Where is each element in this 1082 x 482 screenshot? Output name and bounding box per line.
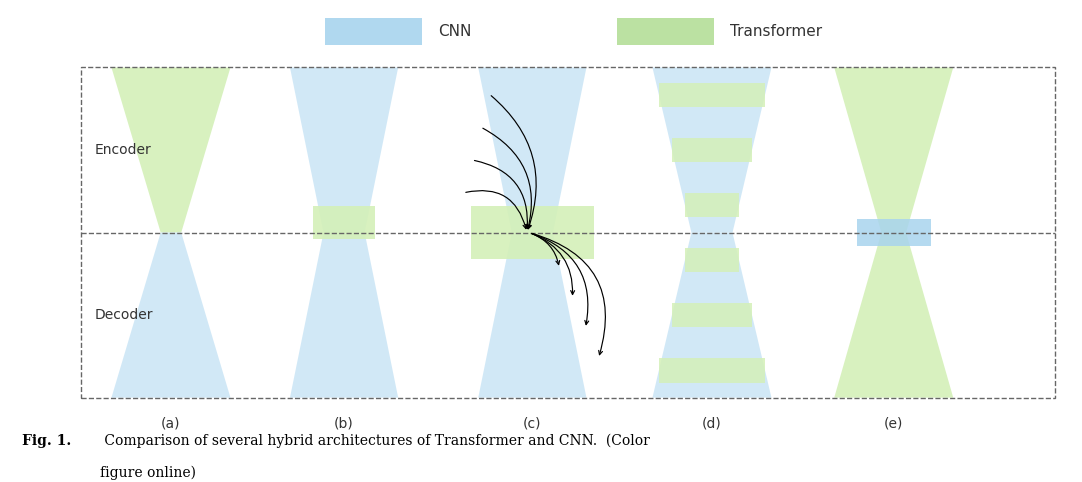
Polygon shape [111, 233, 230, 398]
FancyArrowPatch shape [531, 233, 559, 265]
Polygon shape [290, 233, 398, 398]
Bar [659, 82, 765, 107]
Bar [471, 206, 594, 259]
Polygon shape [834, 233, 953, 398]
Text: Transformer: Transformer [730, 24, 822, 39]
Polygon shape [478, 233, 586, 398]
Polygon shape [111, 67, 230, 233]
FancyArrowPatch shape [531, 233, 589, 324]
Bar [672, 138, 752, 162]
Text: (e): (e) [884, 417, 903, 431]
Text: Encoder: Encoder [94, 143, 150, 157]
FancyArrowPatch shape [466, 190, 527, 228]
Bar [659, 358, 765, 383]
Bar [857, 219, 931, 246]
Polygon shape [652, 233, 771, 398]
Text: figure online): figure online) [100, 465, 196, 480]
Bar [685, 193, 739, 217]
Text: (d): (d) [702, 417, 722, 431]
Polygon shape [652, 67, 771, 233]
Bar [685, 248, 739, 272]
FancyArrowPatch shape [475, 161, 529, 228]
Text: (a): (a) [161, 417, 181, 431]
Text: Decoder: Decoder [94, 308, 153, 322]
Text: Comparison of several hybrid architectures of Transformer and CNN.  (Color: Comparison of several hybrid architectur… [100, 434, 649, 448]
Polygon shape [478, 67, 586, 233]
FancyArrowPatch shape [491, 96, 537, 228]
Polygon shape [290, 67, 398, 233]
Bar [314, 206, 374, 239]
Polygon shape [834, 67, 953, 233]
Text: Fig. 1.: Fig. 1. [22, 434, 71, 448]
FancyArrowPatch shape [483, 128, 531, 228]
Text: (c): (c) [523, 417, 542, 431]
Text: CNN: CNN [438, 24, 472, 39]
Text: (b): (b) [334, 417, 354, 431]
Bar [325, 18, 422, 44]
FancyArrowPatch shape [531, 234, 575, 295]
Bar [617, 18, 714, 44]
FancyArrowPatch shape [531, 233, 606, 355]
Bar [672, 303, 752, 327]
